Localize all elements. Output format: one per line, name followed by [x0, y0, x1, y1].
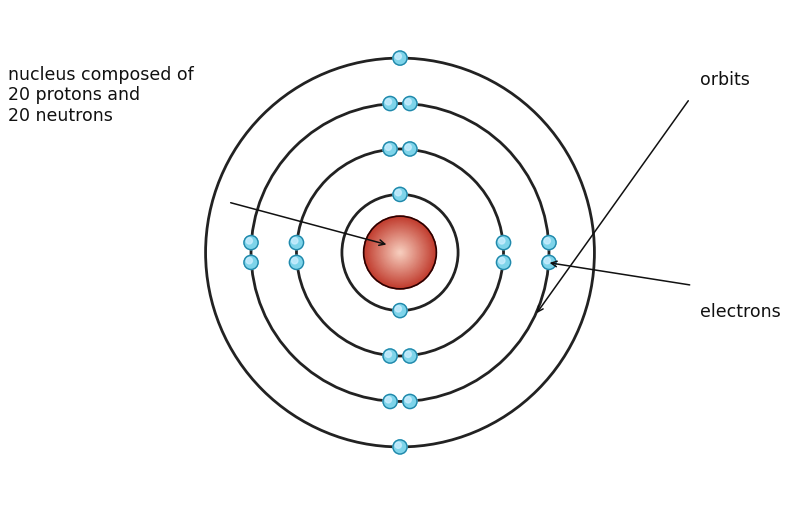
Circle shape — [393, 304, 407, 318]
Circle shape — [395, 248, 405, 257]
Circle shape — [244, 235, 258, 249]
Circle shape — [388, 241, 412, 264]
Circle shape — [383, 349, 397, 363]
Circle shape — [383, 96, 397, 111]
Circle shape — [393, 245, 407, 260]
Circle shape — [394, 247, 406, 258]
Circle shape — [542, 256, 556, 270]
Circle shape — [291, 258, 298, 264]
Circle shape — [542, 235, 556, 249]
Circle shape — [403, 142, 417, 156]
Circle shape — [373, 225, 427, 280]
Circle shape — [386, 239, 414, 266]
Text: nucleus composed of
20 protons and
20 neutrons: nucleus composed of 20 protons and 20 ne… — [8, 66, 194, 125]
Circle shape — [403, 349, 417, 363]
Circle shape — [394, 246, 406, 259]
Circle shape — [380, 232, 420, 273]
Circle shape — [391, 243, 409, 262]
Circle shape — [371, 223, 429, 282]
Circle shape — [375, 228, 425, 277]
Circle shape — [290, 256, 303, 270]
Circle shape — [378, 230, 422, 275]
Circle shape — [395, 53, 402, 60]
Text: orbits: orbits — [700, 71, 750, 89]
Circle shape — [385, 351, 391, 358]
Circle shape — [368, 221, 432, 284]
Circle shape — [365, 217, 435, 288]
Circle shape — [393, 187, 407, 201]
Circle shape — [403, 394, 417, 409]
Circle shape — [395, 306, 402, 312]
Circle shape — [364, 216, 436, 289]
Circle shape — [291, 238, 298, 244]
Circle shape — [497, 256, 510, 270]
Circle shape — [369, 222, 431, 283]
Circle shape — [403, 96, 417, 111]
Circle shape — [383, 394, 397, 409]
Circle shape — [385, 98, 391, 105]
Circle shape — [372, 224, 428, 281]
Circle shape — [366, 219, 434, 286]
Circle shape — [376, 229, 424, 276]
Circle shape — [390, 242, 410, 263]
Circle shape — [382, 234, 418, 271]
Circle shape — [544, 238, 550, 244]
Circle shape — [393, 51, 407, 65]
Circle shape — [246, 258, 253, 264]
Circle shape — [399, 251, 401, 254]
Circle shape — [395, 189, 402, 196]
Circle shape — [405, 144, 411, 150]
Circle shape — [385, 396, 391, 403]
Circle shape — [367, 220, 433, 285]
Circle shape — [396, 249, 404, 256]
Text: electrons: electrons — [700, 303, 781, 321]
Circle shape — [385, 237, 415, 268]
Circle shape — [544, 258, 550, 264]
Circle shape — [498, 238, 505, 244]
Circle shape — [244, 256, 258, 270]
Circle shape — [383, 142, 397, 156]
Circle shape — [374, 227, 426, 278]
Circle shape — [498, 258, 505, 264]
Circle shape — [392, 244, 408, 261]
Circle shape — [366, 218, 434, 287]
Circle shape — [398, 250, 402, 255]
Circle shape — [405, 98, 411, 105]
Circle shape — [393, 440, 407, 454]
Circle shape — [398, 250, 402, 255]
Circle shape — [386, 238, 414, 267]
Circle shape — [290, 235, 303, 249]
Circle shape — [382, 235, 418, 270]
Circle shape — [389, 241, 411, 264]
Circle shape — [370, 223, 430, 282]
Circle shape — [384, 236, 416, 269]
Circle shape — [405, 396, 411, 403]
Circle shape — [381, 233, 419, 272]
Circle shape — [497, 235, 510, 249]
Circle shape — [387, 240, 413, 265]
Circle shape — [385, 144, 391, 150]
Circle shape — [405, 351, 411, 358]
Circle shape — [378, 231, 422, 274]
Circle shape — [374, 226, 426, 279]
Circle shape — [395, 442, 402, 448]
Circle shape — [246, 238, 253, 244]
Circle shape — [379, 232, 421, 273]
